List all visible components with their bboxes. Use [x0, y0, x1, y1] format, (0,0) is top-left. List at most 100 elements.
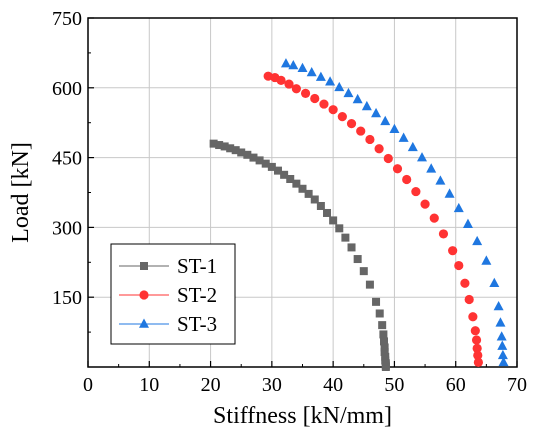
data-point — [411, 186, 421, 197]
data-point — [417, 152, 428, 162]
x-tick-label: 10 — [139, 374, 159, 396]
legend-label: ST-3 — [177, 312, 217, 336]
data-point — [426, 163, 437, 173]
data-point — [310, 195, 319, 204]
data-point — [291, 84, 301, 94]
data-point — [372, 297, 381, 306]
data-point — [448, 246, 458, 256]
data-point — [438, 229, 449, 239]
legend: ST-1 ST-2 ST-3 — [110, 243, 236, 345]
data-point — [468, 312, 478, 322]
chart-marks — [209, 58, 509, 371]
data-point — [315, 71, 326, 81]
data-point — [297, 62, 308, 73]
data-point — [379, 330, 388, 339]
data-point — [489, 277, 500, 288]
data-point — [375, 309, 384, 318]
data-point — [353, 255, 362, 264]
y-tick-label: 750 — [52, 8, 82, 30]
data-point — [255, 156, 264, 165]
data-point — [473, 357, 483, 367]
data-point — [261, 159, 270, 168]
data-point — [346, 119, 357, 129]
data-point — [292, 179, 301, 188]
data-point — [454, 260, 464, 271]
data-point — [329, 216, 338, 225]
data-point — [323, 208, 332, 217]
data-point — [481, 255, 492, 265]
data-point — [273, 166, 282, 175]
data-point — [209, 139, 218, 148]
data-point — [356, 126, 366, 136]
legend-label: ST-2 — [177, 283, 217, 307]
data-point — [389, 123, 400, 134]
x-tick-label: 70 — [507, 374, 527, 396]
data-point — [220, 142, 229, 151]
x-tick-label: 0 — [83, 374, 93, 396]
data-point — [343, 87, 354, 98]
data-point — [306, 66, 317, 77]
legend-entry: ST-1 — [119, 254, 217, 278]
data-point — [341, 233, 350, 242]
y-tick-label: 150 — [52, 287, 82, 309]
data-point — [444, 188, 455, 198]
data-point — [429, 213, 439, 223]
x-tick-label: 60 — [446, 374, 466, 396]
data-point — [462, 218, 473, 228]
data-point — [392, 164, 403, 174]
legend-marker — [140, 262, 148, 270]
data-point — [402, 174, 412, 185]
data-point — [335, 224, 344, 233]
data-point — [334, 81, 345, 92]
data-point — [493, 301, 504, 311]
data-point — [280, 58, 291, 68]
x-tick-label: 30 — [262, 374, 282, 396]
data-point — [472, 343, 482, 353]
data-point — [215, 141, 224, 150]
data-point — [420, 199, 430, 209]
data-point — [249, 153, 258, 162]
data-point — [352, 93, 363, 104]
data-point — [359, 267, 368, 276]
data-point — [374, 144, 384, 154]
data-point — [498, 356, 509, 367]
legend-entry: ST-2 — [119, 283, 217, 307]
x-tick-label: 50 — [384, 374, 404, 396]
data-point — [300, 88, 311, 98]
data-point — [276, 75, 286, 85]
x-axis-title: Stiffness [kN/mm] — [213, 403, 392, 429]
data-point — [398, 132, 409, 142]
data-point — [380, 348, 389, 357]
data-point — [496, 331, 507, 341]
data-point — [325, 76, 336, 86]
data-point — [365, 134, 375, 145]
data-point — [497, 349, 508, 360]
data-point — [470, 326, 480, 336]
data-point — [226, 144, 235, 153]
data-point — [407, 141, 418, 152]
data-point — [435, 175, 446, 185]
legend-marker — [139, 318, 149, 328]
series-st-2 — [263, 71, 483, 367]
data-point — [267, 162, 276, 171]
legend-label: ST-1 — [177, 254, 217, 278]
data-point — [472, 235, 483, 246]
data-point — [473, 350, 483, 360]
data-point — [231, 146, 240, 155]
data-point — [371, 107, 382, 118]
data-point — [319, 99, 329, 109]
data-point — [310, 93, 320, 104]
data-point — [328, 105, 338, 115]
data-point — [284, 79, 294, 89]
axis-ticks: 0 10 20 30 40 50 60 70 150 300 450 600 750 — [52, 8, 527, 396]
data-point — [280, 170, 289, 179]
data-point — [378, 321, 387, 330]
legend-box — [110, 243, 236, 345]
y-tick-label: 300 — [52, 217, 82, 239]
data-point — [380, 343, 389, 352]
legend-marker — [139, 290, 149, 300]
data-point — [337, 112, 347, 122]
data-point — [347, 243, 356, 252]
y-tick-label: 450 — [52, 148, 82, 170]
